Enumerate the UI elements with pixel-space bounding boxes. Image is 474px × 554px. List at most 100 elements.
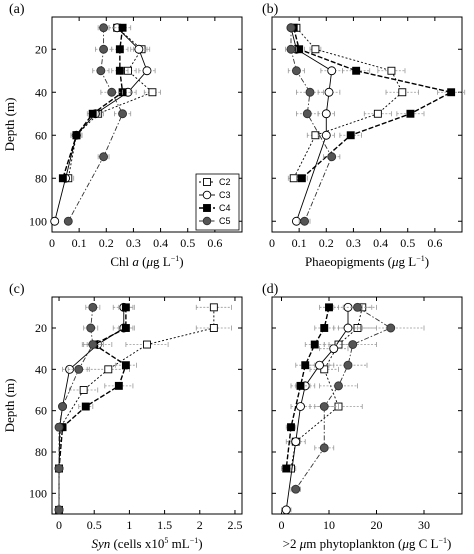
series-c5 <box>54 302 104 515</box>
data-point <box>406 109 415 118</box>
data-point <box>321 130 331 140</box>
series-c5 <box>290 302 425 494</box>
data-point <box>291 484 301 494</box>
data-point <box>118 23 127 32</box>
y-axis-label: Depth (m) <box>2 379 17 433</box>
axes-frame <box>51 296 243 515</box>
data-point <box>286 44 296 54</box>
data-point <box>121 361 130 370</box>
x-tick-label: 0.3 <box>346 236 361 250</box>
panel-label: (d) <box>262 282 279 297</box>
data-point <box>291 437 301 447</box>
data-point <box>99 23 109 33</box>
data-point <box>118 109 128 119</box>
data-point <box>296 381 305 390</box>
data-point <box>387 66 396 75</box>
data-point <box>302 109 312 119</box>
panel-d: 0 10 20 30 (d) >2 μm phytoplankton (μg C L−1) <box>262 282 463 551</box>
data-point <box>88 109 97 118</box>
data-point <box>134 44 144 54</box>
series-c4 <box>55 303 137 473</box>
y-tick-label: 60 <box>35 404 47 418</box>
x-tick-label: 0.5 <box>87 518 102 532</box>
data-point <box>99 152 109 162</box>
series-line <box>67 27 124 222</box>
y-tick-label: 40 <box>35 362 47 376</box>
x-tick-label: 0.1 <box>72 236 87 250</box>
data-point <box>287 423 295 432</box>
axes-frame <box>271 296 463 515</box>
legend: C2 C3 C4 C5 <box>195 173 240 231</box>
series-c4 <box>289 23 466 183</box>
x-tick-label: 0.5 <box>180 236 195 250</box>
x-tick-label: 1 <box>126 518 132 532</box>
x-axis-label: Syn (cells x105 mL−1) <box>91 536 202 551</box>
x-tick-label: 2.5 <box>227 518 242 532</box>
data-point <box>50 216 60 226</box>
x-axis-label: Phaeopigments (μg L−1) <box>305 254 429 269</box>
x-tick-label: 0.3 <box>126 236 141 250</box>
x-tick-label: 2 <box>197 518 203 532</box>
data-point <box>209 324 218 332</box>
y-tick-label: 100 <box>29 214 47 228</box>
legend-marker <box>203 204 211 212</box>
series-c3 <box>286 23 343 226</box>
data-point <box>107 87 117 97</box>
legend-label: C4 <box>219 203 231 213</box>
data-point <box>327 66 337 76</box>
data-point <box>348 340 358 349</box>
series-line <box>58 307 127 469</box>
data-point <box>321 109 331 119</box>
x-axis-label: >2 μm phytoplankton (μg C L−1) <box>283 536 452 551</box>
series-c3 <box>54 302 135 515</box>
data-point <box>325 303 333 312</box>
y-tick-label: 80 <box>35 171 47 185</box>
x-tick-label: 0.6 <box>207 236 222 250</box>
x-tick-label: 0.5 <box>400 236 415 250</box>
legend-label: C5 <box>219 216 231 226</box>
x-tick-label: 0.1 <box>292 236 307 250</box>
series-line <box>290 27 333 222</box>
series-line <box>290 27 333 222</box>
data-point <box>148 88 157 97</box>
data-point <box>329 344 339 354</box>
series-line <box>54 27 148 222</box>
data-point <box>286 23 296 33</box>
data-point <box>319 402 329 411</box>
data-point <box>346 131 355 140</box>
series-c2 <box>287 23 419 183</box>
panel-b: 0 0.1 0.2 0.3 0.4 0.5 0.6 (b) Phaeopigments (μg … <box>262 2 466 269</box>
data-point <box>291 66 301 76</box>
data-point <box>121 303 130 312</box>
series-line <box>295 306 392 490</box>
data-point <box>296 402 305 411</box>
data-point <box>343 323 353 333</box>
x-tick-label: 30 <box>418 518 430 532</box>
data-point <box>104 365 113 374</box>
x-tick-label: 0 <box>49 236 55 250</box>
data-point <box>86 323 96 333</box>
x-tick-label: 0.4 <box>373 236 388 250</box>
data-point <box>96 66 106 76</box>
x-tick-label: 0 <box>279 518 285 532</box>
data-point <box>300 216 310 226</box>
data-point <box>58 174 67 183</box>
data-point <box>54 464 64 473</box>
data-point <box>209 303 218 312</box>
y-tick-label: 100 <box>29 486 47 500</box>
legend-marker <box>202 190 212 200</box>
axes-frame <box>271 16 463 233</box>
y-tick-label: 60 <box>35 128 47 142</box>
data-point <box>334 381 343 391</box>
x-tick-label: 0 <box>269 236 275 250</box>
data-point <box>88 302 98 312</box>
panel-label: (b) <box>262 2 279 17</box>
legend-marker <box>203 178 211 186</box>
legend-label: C2 <box>219 177 231 187</box>
series-line <box>58 307 125 510</box>
data-point <box>310 340 319 349</box>
data-point <box>315 360 324 370</box>
data-point <box>88 340 98 349</box>
data-point <box>54 422 64 432</box>
